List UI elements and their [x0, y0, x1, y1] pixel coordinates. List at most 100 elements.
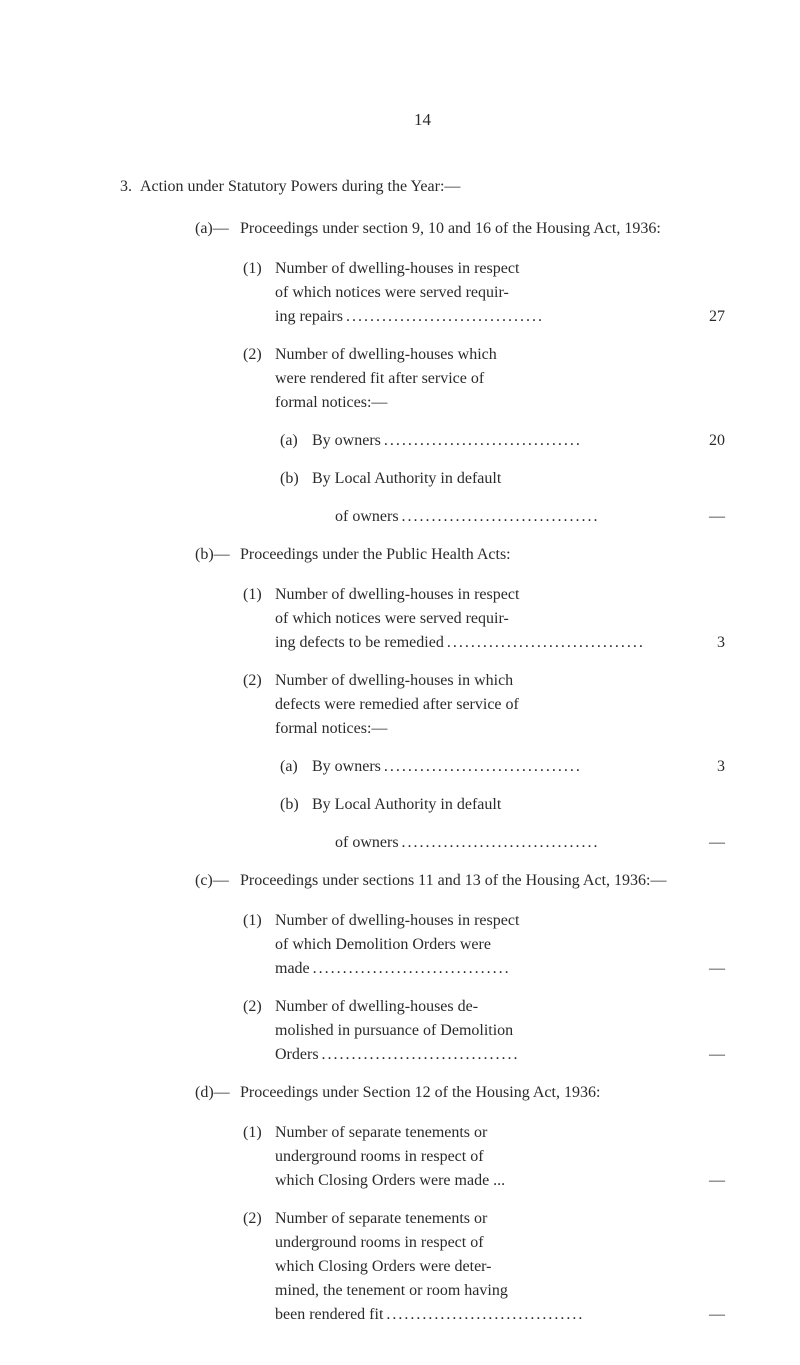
- item-c1-line1: Number of dwelling-houses in respect: [275, 909, 670, 933]
- item-d2-line2: underground rooms in respect of: [275, 1231, 670, 1255]
- item-b2b-text: By Local Authority in default: [312, 793, 725, 817]
- item-b1-line1: Number of dwelling-houses in respect: [275, 583, 670, 607]
- item-a2: (2) Number of dwelling-houses which were…: [243, 343, 725, 415]
- subsection-c-heading: (c)— Proceedings under sections 11 and 1…: [195, 869, 725, 893]
- item-a1-line2: of which notices were served requir-: [275, 281, 670, 305]
- item-b1-body: Number of dwelling-houses in respect of …: [275, 583, 725, 655]
- dots: .................................: [383, 1303, 670, 1327]
- section-3-number: 3.: [120, 175, 140, 199]
- item-a2-line1: Number of dwelling-houses which: [275, 343, 725, 367]
- item-a2a: (a) By owners ..........................…: [280, 429, 725, 453]
- item-d2-body: Number of separate tenements or undergro…: [275, 1207, 725, 1327]
- item-b2a-letter: (a): [280, 755, 312, 779]
- item-b2-body: Number of dwelling-houses in which defec…: [275, 669, 725, 741]
- section-3: 3. Action under Statutory Powers during …: [120, 175, 725, 199]
- item-d1-value: —: [685, 1169, 725, 1193]
- subsection-c-text: Proceedings under sections 11 and 13 of …: [240, 869, 725, 893]
- subsection-d: (d)— Proceedings under Section 12 of the…: [195, 1081, 725, 1327]
- dots: .................................: [381, 429, 670, 453]
- item-d1-line3: which Closing Orders were made ...: [275, 1169, 670, 1193]
- item-b1-line3: ing defects to be remedied: [275, 631, 444, 655]
- item-b2a-text: By owners: [312, 755, 381, 779]
- subsection-b: (b)— Proceedings under the Public Health…: [195, 543, 725, 855]
- item-c1-line2: of which Demolition Orders were: [275, 933, 670, 957]
- item-a2a-letter: (a): [280, 429, 312, 453]
- item-a2a-value: 20: [685, 429, 725, 453]
- item-a2b: (b) By Local Authority in default: [280, 467, 725, 491]
- item-a2-num: (2): [243, 343, 275, 415]
- subsection-c: (c)— Proceedings under sections 11 and 1…: [195, 869, 725, 1067]
- item-c2-line1: Number of dwelling-houses de-: [275, 995, 670, 1019]
- item-d2-num: (2): [243, 1207, 275, 1327]
- item-c2-body: Number of dwelling-houses de- molished i…: [275, 995, 725, 1067]
- item-b2a: (a) By owners ..........................…: [280, 755, 725, 779]
- item-d1-line2: underground rooms in respect of: [275, 1145, 670, 1169]
- subsection-a-letter: (a)—: [195, 217, 240, 241]
- subsection-d-heading: (d)— Proceedings under Section 12 of the…: [195, 1081, 725, 1105]
- item-a1-num: (1): [243, 257, 275, 329]
- item-d1: (1) Number of separate tenements or unde…: [243, 1121, 725, 1193]
- subsection-b-text: Proceedings under the Public Health Acts…: [240, 543, 725, 567]
- item-b1-line2: of which notices were served requir-: [275, 607, 670, 631]
- item-d2: (2) Number of separate tenements or unde…: [243, 1207, 725, 1327]
- subsection-b-letter: (b)—: [195, 543, 240, 567]
- dots: .................................: [343, 305, 670, 329]
- item-a1-line3: ing repairs: [275, 305, 343, 329]
- item-b2b: (b) By Local Authority in default: [280, 793, 725, 817]
- item-d2-line1: Number of separate tenements or: [275, 1207, 670, 1231]
- subsection-b-heading: (b)— Proceedings under the Public Health…: [195, 543, 725, 567]
- item-d1-body: Number of separate tenements or undergro…: [275, 1121, 725, 1193]
- item-b2b-letter: (b): [280, 793, 312, 817]
- item-c1-num: (1): [243, 909, 275, 981]
- item-b2b-owners-text: of owners: [335, 831, 399, 855]
- item-b2a-value: 3: [685, 755, 725, 779]
- item-a2-line2: were rendered fit after service of: [275, 367, 725, 391]
- item-a2b-owners-text: of owners: [335, 505, 399, 529]
- item-b2-line3: formal notices:—: [275, 717, 725, 741]
- item-c1-value: —: [685, 957, 725, 981]
- item-b2b-owners: of owners ..............................…: [335, 831, 725, 855]
- item-b2b-value: —: [685, 831, 725, 855]
- item-a2b-text: By Local Authority in default: [312, 467, 725, 491]
- item-a2b-owners: of owners ..............................…: [335, 505, 725, 529]
- item-c1: (1) Number of dwelling-houses in respect…: [243, 909, 725, 981]
- dots: .................................: [399, 831, 670, 855]
- item-b1-num: (1): [243, 583, 275, 655]
- item-a1: (1) Number of dwelling-houses in respect…: [243, 257, 725, 329]
- item-b1-value: 3: [685, 631, 725, 655]
- item-c2-line2: molished in pursuance of Demolition: [275, 1019, 670, 1043]
- section-3-text: Action under Statutory Powers during the…: [140, 175, 725, 199]
- item-d2-line3: which Closing Orders were deter-: [275, 1255, 670, 1279]
- subsection-a-heading: (a)— Proceedings under section 9, 10 and…: [195, 217, 725, 241]
- item-a1-value: 27: [685, 305, 725, 329]
- item-a2-line3: formal notices:—: [275, 391, 725, 415]
- subsection-c-letter: (c)—: [195, 869, 240, 893]
- item-a2-body: Number of dwelling-houses which were ren…: [275, 343, 725, 415]
- item-a2b-letter: (b): [280, 467, 312, 491]
- item-b2-line2: defects were remedied after service of: [275, 693, 725, 717]
- item-a1-body: Number of dwelling-houses in respect of …: [275, 257, 725, 329]
- item-d1-num: (1): [243, 1121, 275, 1193]
- dots: .................................: [310, 957, 670, 981]
- item-d2-line4: mined, the tenement or room having: [275, 1279, 670, 1303]
- subsection-d-letter: (d)—: [195, 1081, 240, 1105]
- subsection-a-text: Proceedings under section 9, 10 and 16 o…: [240, 217, 725, 241]
- item-c2-line3: Orders: [275, 1043, 319, 1067]
- item-a2b-value: —: [685, 505, 725, 529]
- item-b2b-body: By Local Authority in default: [312, 793, 725, 817]
- document-content: 3. Action under Statutory Powers during …: [120, 175, 725, 1327]
- item-b2: (2) Number of dwelling-houses in which d…: [243, 669, 725, 741]
- item-a2b-body: By Local Authority in default: [312, 467, 725, 491]
- item-c2: (2) Number of dwelling-houses de- molish…: [243, 995, 725, 1067]
- page-number: 14: [120, 110, 725, 130]
- item-b1: (1) Number of dwelling-houses in respect…: [243, 583, 725, 655]
- item-d2-line5: been rendered fit: [275, 1303, 383, 1327]
- dots: .................................: [399, 505, 670, 529]
- subsection-a: (a)— Proceedings under section 9, 10 and…: [195, 217, 725, 529]
- item-c2-value: —: [685, 1043, 725, 1067]
- item-c2-num: (2): [243, 995, 275, 1067]
- dots: .................................: [444, 631, 670, 655]
- item-a1-line1: Number of dwelling-houses in respect: [275, 257, 670, 281]
- item-c1-line3: made: [275, 957, 310, 981]
- dots: .................................: [381, 755, 670, 779]
